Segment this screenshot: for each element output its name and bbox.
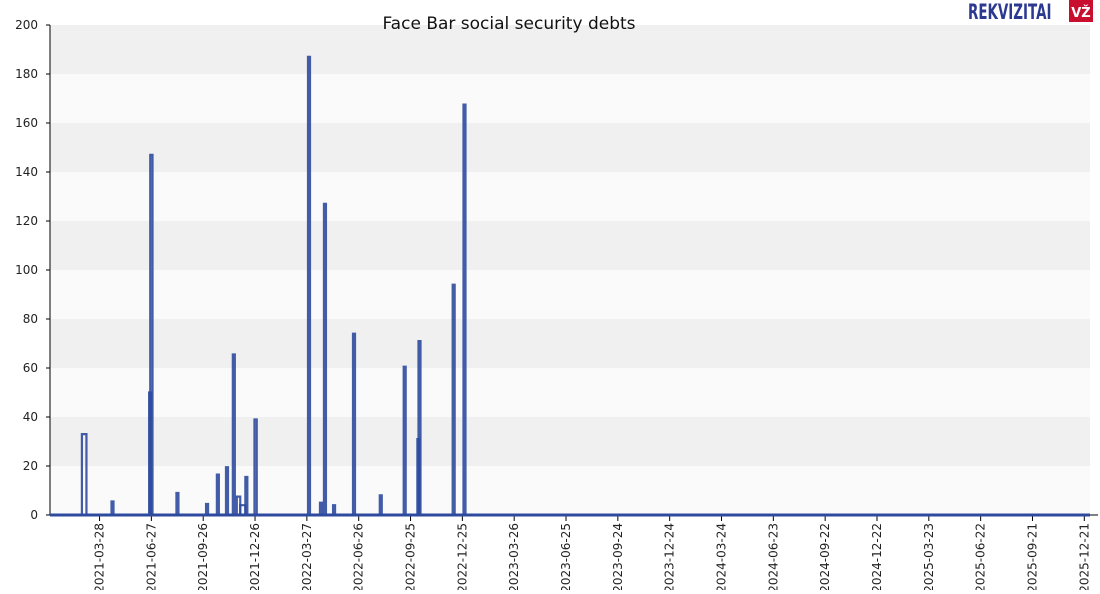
data-spike <box>253 418 258 515</box>
series <box>50 55 1090 517</box>
data-spike <box>462 103 467 515</box>
data-spike <box>318 501 324 515</box>
data-spike <box>351 332 357 515</box>
x-tick-label: 2021-06-27 <box>144 523 158 590</box>
logo-badge <box>1069 0 1093 22</box>
y-tick-label: 20 <box>23 459 38 473</box>
data-spike <box>244 475 249 515</box>
x-tick-label: 2021-03-28 <box>93 523 107 590</box>
grid-bands <box>50 25 1090 515</box>
x-tick-label: 2021-09-26 <box>196 523 210 590</box>
logo: REKVIZITAI VŽ <box>968 0 1093 25</box>
y-tick-label: 100 <box>15 263 38 277</box>
x-tick-label: 2023-12-24 <box>663 523 677 590</box>
x-tick-label: 2023-03-26 <box>507 523 521 590</box>
grid-band <box>50 466 1090 515</box>
x-tick-label: 2022-12-25 <box>455 523 469 590</box>
x-axis: 2021-03-28 2021-06-27 2021-09-26 2021-12-26… <box>50 514 1098 593</box>
grid-band <box>50 368 1090 417</box>
y-tick-label: 160 <box>15 116 38 130</box>
data-spike <box>306 55 312 515</box>
data-spike <box>110 500 115 515</box>
y-tick-label: 180 <box>15 67 38 81</box>
data-spike <box>378 494 383 515</box>
grid-band <box>50 74 1090 123</box>
grid-band <box>50 270 1090 319</box>
y-tick-label: 120 <box>15 214 38 228</box>
x-tick-label: 2025-09-21 <box>1025 523 1039 590</box>
y-tick-label: 200 <box>15 18 38 32</box>
x-tick-label: 2025-12-21 <box>1077 523 1091 590</box>
y-tick-label: 80 <box>23 312 38 326</box>
data-spike <box>322 202 328 515</box>
logo-text: REKVIZITAI <box>968 1 1052 25</box>
data-spike <box>204 502 210 515</box>
x-tick-label: 2023-09-24 <box>611 523 625 590</box>
data-spike <box>451 283 456 515</box>
y-tick-label: 0 <box>30 508 38 522</box>
chart-title: Face Bar social security debts <box>382 14 635 34</box>
x-tick-label: 2024-06-23 <box>766 523 780 590</box>
grid-band <box>50 172 1090 221</box>
logo-text-group: REKVIZITAI <box>968 1 1052 25</box>
grid-band <box>50 319 1090 368</box>
data-spike <box>80 433 88 515</box>
x-tick-label: 2024-03-24 <box>715 523 729 590</box>
data-spike <box>231 353 236 515</box>
data-spike <box>175 491 180 515</box>
data-spike <box>417 339 422 515</box>
grid-band <box>50 123 1090 172</box>
data-spike <box>224 466 230 515</box>
x-tick-label: 2024-12-22 <box>870 523 884 590</box>
x-tick-label: 2023-06-25 <box>559 523 573 590</box>
logo-badge-text: VŽ <box>1071 5 1091 21</box>
y-tick-label: 40 <box>23 410 38 424</box>
y-tick-label: 140 <box>15 165 38 179</box>
y-axis: 0 20 40 60 80 100 120 140 160 180 200 <box>15 18 51 522</box>
y-tick-label: 60 <box>23 361 38 375</box>
x-tick-label: 2024-09-22 <box>818 523 832 590</box>
x-tick-label: 2022-06-26 <box>352 523 366 590</box>
data-spike <box>149 153 154 515</box>
x-tick-label: 2022-09-25 <box>404 523 418 590</box>
x-tick-label: 2022-03-27 <box>300 523 314 590</box>
data-spike <box>215 473 220 515</box>
x-tick-label: 2021-12-26 <box>248 523 262 590</box>
data-spike <box>402 365 407 515</box>
data-spike <box>331 504 337 515</box>
grid-band <box>50 417 1090 466</box>
grid-band <box>50 25 1090 74</box>
grid-band <box>50 221 1090 270</box>
x-tick-label: 2025-03-23 <box>922 523 936 590</box>
x-tick-label: 2025-06-22 <box>974 523 988 590</box>
